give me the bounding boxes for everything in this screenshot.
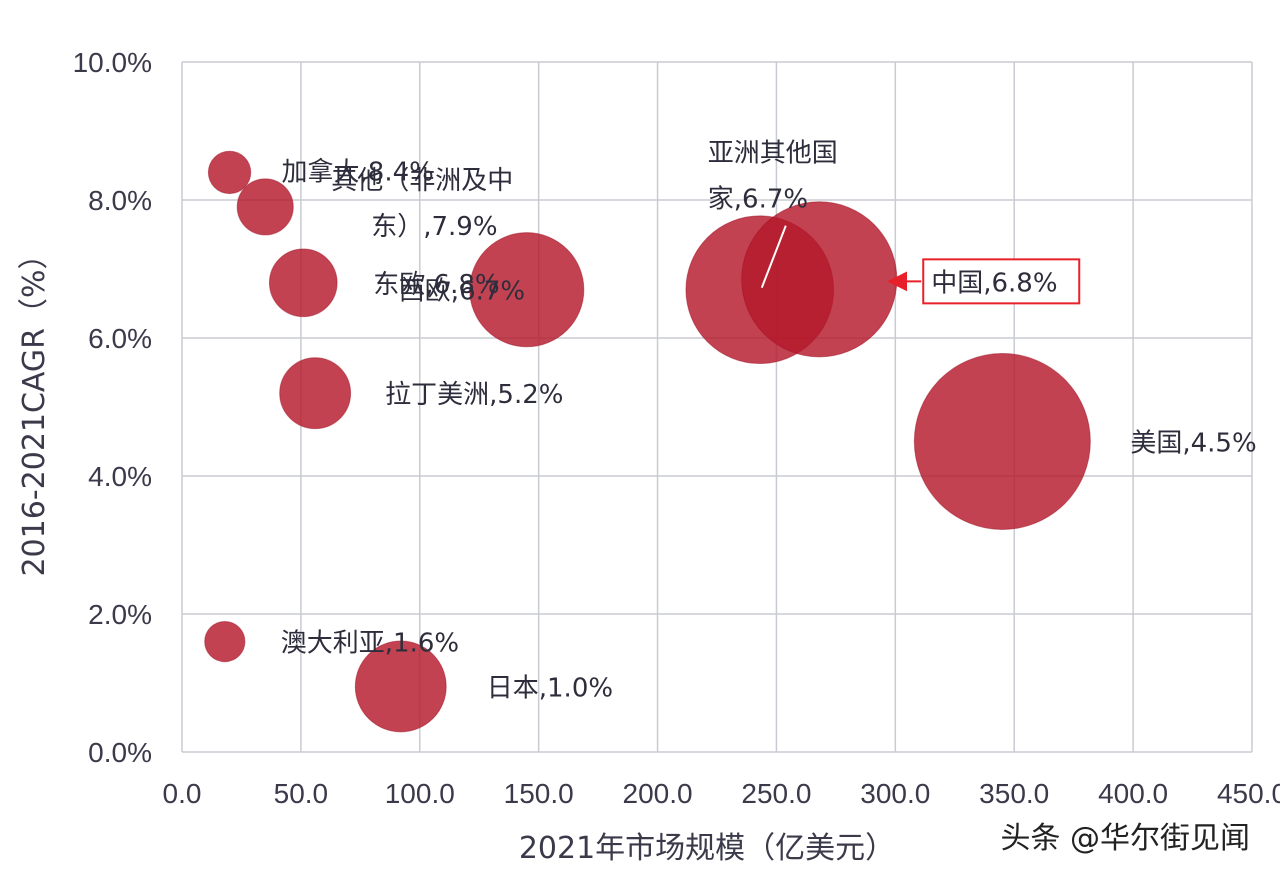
x-axis-ticks: 0.0 50.0 100.0 150.0 200.0 250.0 300.0 350.0 400…	[163, 778, 1280, 809]
watermark-text: 头条 @华尔街见闻	[1000, 821, 1250, 856]
y-tick-label: 4.0%	[88, 461, 152, 492]
point-label: 东欧,6.8%	[373, 270, 499, 300]
y-tick-label: 10.0%	[73, 47, 152, 78]
x-tick-label: 400.0	[1098, 778, 1168, 809]
point-label: 中国,6.8%	[931, 268, 1057, 298]
point-label: 拉丁美洲,5.2%	[385, 380, 563, 410]
y-tick-label: 0.0%	[88, 737, 152, 768]
bubble-point	[236, 178, 294, 236]
point-label: 美国,4.5%	[1130, 429, 1256, 459]
point-label: 东）,7.9%	[371, 212, 497, 242]
x-tick-label: 300.0	[860, 778, 930, 809]
x-tick-label: 350.0	[979, 778, 1049, 809]
point-label: 家,6.7%	[708, 185, 808, 215]
point-label: 西欧,6.7%	[399, 277, 525, 307]
bubble-point	[204, 620, 246, 663]
leader-line	[760, 225, 787, 289]
x-tick-label: 50.0	[274, 778, 329, 809]
x-tick-label: 150.0	[504, 778, 574, 809]
x-tick-label: 450.0	[1217, 778, 1280, 809]
bubble-point	[469, 232, 585, 348]
y-tick-label: 8.0%	[88, 185, 152, 216]
x-tick-label: 200.0	[623, 778, 693, 809]
y-tick-label: 6.0%	[88, 323, 152, 354]
x-tick-label: 250.0	[741, 778, 811, 809]
point-label: 加拿大,8.4%	[282, 157, 434, 187]
highlight-box	[922, 258, 1081, 305]
bubbles	[204, 150, 1091, 733]
point-label: 其他（非洲及中	[331, 166, 513, 196]
point-label: 亚洲其他国	[708, 139, 838, 169]
y-axis-ticks: 0.0% 2.0% 4.0% 6.0% 8.0% 10.0%	[73, 47, 152, 768]
bubble-point	[913, 353, 1091, 530]
bubble-point	[354, 640, 447, 733]
y-tick-label: 2.0%	[88, 599, 152, 630]
bubble-point	[207, 150, 252, 195]
x-axis-title: 2021年市场规模（亿美元）	[519, 831, 895, 866]
point-label: 澳大利亚,1.6%	[281, 629, 459, 659]
bubble-point	[268, 248, 338, 318]
x-tick-label: 100.0	[385, 778, 455, 809]
point-label: 日本,1.0%	[487, 673, 613, 703]
bubble-point	[279, 357, 352, 430]
y-axis-title: 2016-2021CAGR（%）	[17, 239, 52, 576]
x-tick-label: 0.0	[163, 778, 202, 809]
